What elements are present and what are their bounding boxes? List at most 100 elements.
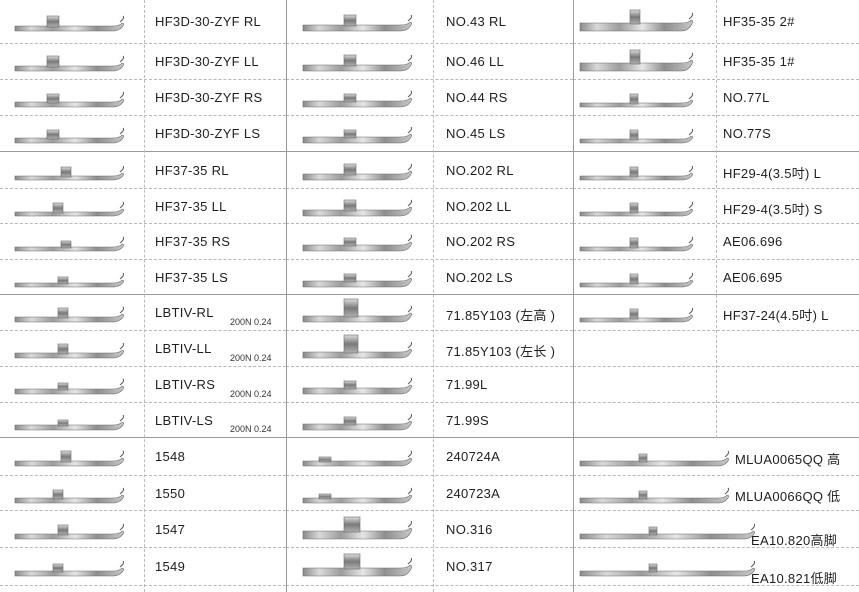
catalog-item: HF29-4(3.5吋) S bbox=[573, 189, 859, 224]
blade-picture bbox=[579, 515, 755, 541]
blade-picture bbox=[14, 119, 124, 145]
part-number-label: 71.85Y103 (左高 ) bbox=[446, 308, 556, 323]
catalog-item: LBTIV-LS 200N 0.24 bbox=[0, 403, 286, 438]
part-number-label: HF29-4(3.5吋) L bbox=[723, 166, 822, 181]
blade-picture bbox=[14, 334, 124, 360]
part-number-label: HF37-35 LL bbox=[155, 199, 227, 214]
part-number-label: 1549 bbox=[155, 559, 186, 574]
part-number-label: HF3D-30-ZYF LL bbox=[155, 54, 259, 69]
blade-picture bbox=[14, 552, 124, 578]
spec-sublabel: 200N 0.24 bbox=[230, 424, 272, 434]
catalog-item: EA10.821低脚 bbox=[573, 548, 859, 586]
blade-picture bbox=[302, 119, 412, 145]
catalog-item: NO.44 RS bbox=[286, 80, 573, 116]
part-number-label: 1548 bbox=[155, 449, 186, 464]
part-number-label: NO.43 RL bbox=[446, 14, 507, 29]
blade-picture bbox=[302, 370, 412, 396]
catalog-item: 240724A bbox=[286, 438, 573, 476]
blade-picture bbox=[579, 227, 693, 253]
blade-picture bbox=[302, 47, 412, 73]
part-number-label: HF35-35 2# bbox=[723, 14, 795, 29]
part-number-label: MLUA0066QQ 低 bbox=[735, 489, 841, 504]
part-number-label: NO.202 LS bbox=[446, 270, 514, 285]
section-divider bbox=[286, 0, 287, 592]
blade-picture bbox=[579, 192, 693, 218]
blade-picture bbox=[579, 7, 693, 33]
blade-picture bbox=[579, 298, 693, 324]
catalog-item: HF37-35 LS bbox=[0, 260, 286, 295]
part-number-label: NO.317 bbox=[446, 559, 493, 574]
spec-sublabel: 200N 0.24 bbox=[230, 317, 272, 327]
column-divider bbox=[433, 0, 434, 592]
catalog-item: HF37-35 RS bbox=[0, 224, 286, 260]
part-number-label: HF29-4(3.5吋) S bbox=[723, 202, 823, 217]
part-number-label: 71.99S bbox=[446, 413, 490, 428]
part-number-label: HF35-35 1# bbox=[723, 54, 795, 69]
blade-picture bbox=[14, 263, 124, 289]
catalog-item: LBTIV-LL 200N 0.24 bbox=[0, 331, 286, 367]
blade-picture bbox=[14, 479, 124, 505]
part-number-label: LBTIV-RS bbox=[155, 377, 216, 392]
part-number-label: LBTIV-RL bbox=[155, 305, 214, 320]
catalog-item: 1550 bbox=[0, 476, 286, 511]
blade-picture bbox=[14, 298, 124, 324]
part-number-label: NO.46 LL bbox=[446, 54, 505, 69]
part-number-label: 1550 bbox=[155, 486, 186, 501]
catalog-item: 1548 bbox=[0, 438, 286, 476]
blade-picture bbox=[14, 227, 124, 253]
catalog-item: HF3D-30-ZYF LL bbox=[0, 44, 286, 80]
part-number-label: LBTIV-LS bbox=[155, 413, 214, 428]
part-number-label: MLUA0065QQ 高 bbox=[735, 452, 841, 467]
blade-picture bbox=[579, 479, 729, 505]
blade-picture bbox=[302, 227, 412, 253]
blade-picture bbox=[579, 442, 729, 468]
part-number-label: 240723A bbox=[446, 486, 501, 501]
part-number-label: NO.202 LL bbox=[446, 199, 512, 214]
catalog-item: 71.99L bbox=[286, 367, 573, 403]
catalog-item: HF3D-30-ZYF RS bbox=[0, 80, 286, 116]
part-number-label: NO.202 RL bbox=[446, 163, 514, 178]
blade-picture bbox=[302, 7, 412, 33]
catalog-item: LBTIV-RS 200N 0.24 bbox=[0, 367, 286, 403]
blade-picture bbox=[302, 334, 412, 360]
blade-picture bbox=[302, 192, 412, 218]
blade-picture bbox=[302, 156, 412, 182]
catalog-item: NO.46 LL bbox=[286, 44, 573, 80]
part-number-label: AE06.695 bbox=[723, 270, 783, 285]
catalog-item: NO.77S bbox=[573, 116, 859, 152]
column-3: HF35-35 2# HF35-35 1# NO.77L NO.77S HF29-4(3… bbox=[573, 0, 859, 592]
blade-picture bbox=[14, 47, 124, 73]
spec-sublabel: 200N 0.24 bbox=[230, 389, 272, 399]
blade-picture bbox=[579, 263, 693, 289]
catalog-item: LBTIV-RL 200N 0.24 bbox=[0, 295, 286, 331]
part-number-label: NO.45 LS bbox=[446, 126, 506, 141]
blade-picture bbox=[302, 298, 412, 324]
blade-picture bbox=[302, 442, 412, 468]
catalog-item: NO.317 bbox=[286, 548, 573, 586]
catalog-item: 71.85Y103 (左长 ) bbox=[286, 331, 573, 367]
part-number-label: HF3D-30-ZYF LS bbox=[155, 126, 261, 141]
part-number-label: HF37-35 RS bbox=[155, 234, 231, 249]
catalog-item: 71.85Y103 (左高 ) bbox=[286, 295, 573, 331]
part-number-label: NO.44 RS bbox=[446, 90, 508, 105]
blade-picture bbox=[14, 515, 124, 541]
blade-picture bbox=[302, 479, 412, 505]
catalog-item: MLUA0066QQ 低 bbox=[573, 476, 859, 511]
blade-picture bbox=[14, 156, 124, 182]
part-number-label: HF37-35 RL bbox=[155, 163, 229, 178]
blade-picture bbox=[302, 552, 412, 578]
catalog-item: NO.202 LL bbox=[286, 189, 573, 224]
blade-picture bbox=[14, 83, 124, 109]
blade-picture bbox=[579, 119, 693, 145]
blade-picture bbox=[579, 552, 755, 578]
part-number-label: NO.316 bbox=[446, 522, 493, 537]
catalog-item: HF3D-30-ZYF LS bbox=[0, 116, 286, 152]
blade-picture bbox=[302, 83, 412, 109]
part-number-label: LBTIV-LL bbox=[155, 341, 212, 356]
catalog-item: MLUA0065QQ 高 bbox=[573, 438, 859, 476]
part-number-label: EA10.821低脚 bbox=[751, 571, 838, 586]
catalog-item: 71.99S bbox=[286, 403, 573, 438]
catalog-item: HF37-35 RL bbox=[0, 152, 286, 189]
blade-picture bbox=[14, 370, 124, 396]
